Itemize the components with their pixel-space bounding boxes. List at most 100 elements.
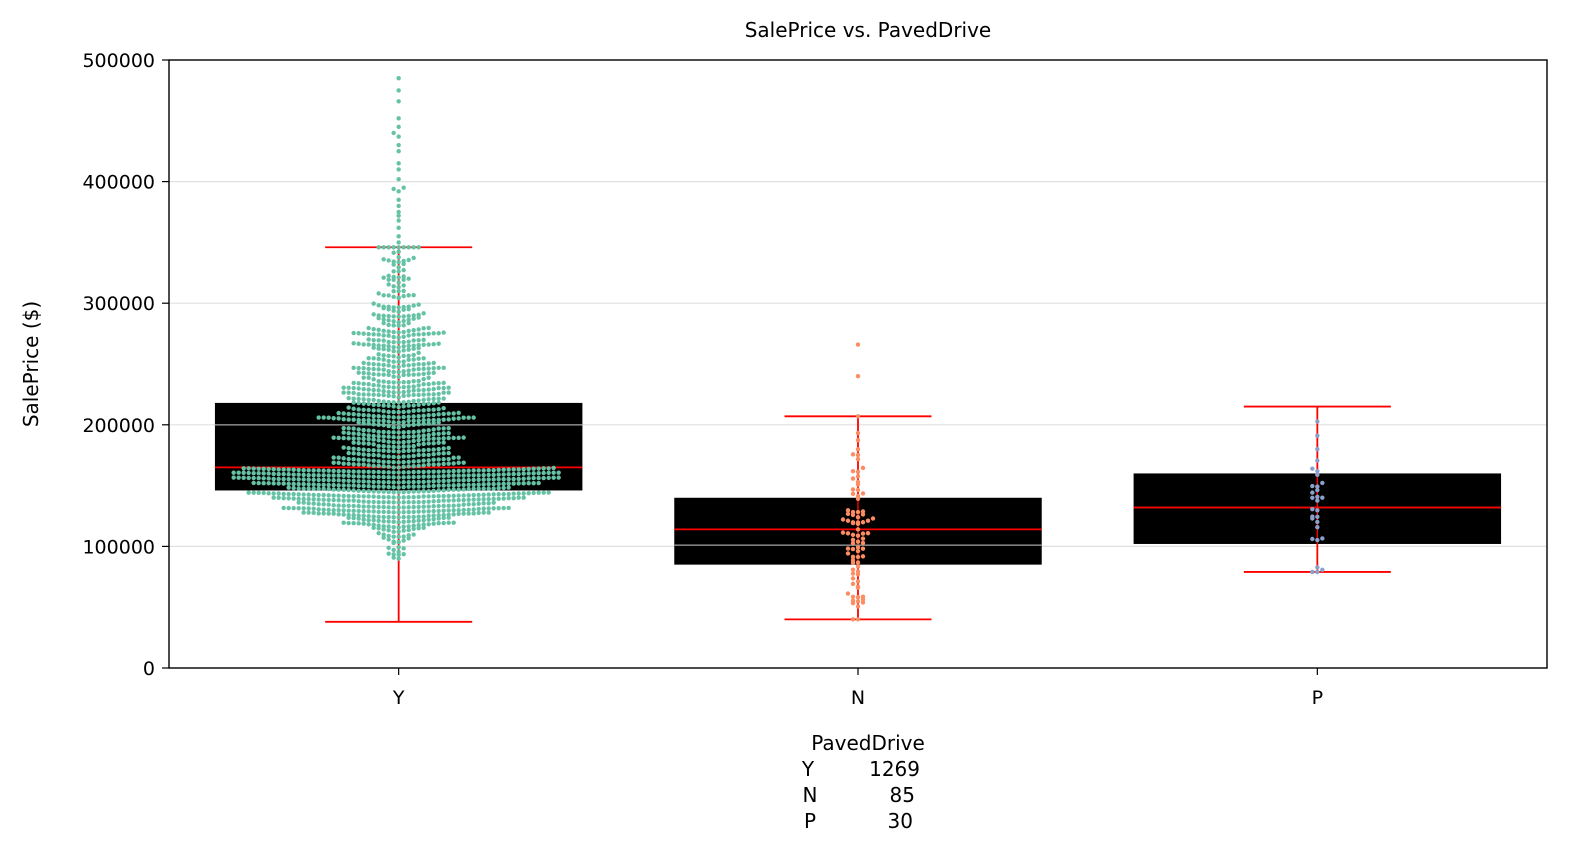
data-point [336,497,341,503]
data-point [401,459,406,465]
data-point [341,508,346,513]
data-point [406,393,411,398]
data-point [291,496,296,501]
data-point [381,532,386,537]
data-point [391,288,396,294]
data-point [351,396,356,401]
data-point [346,417,351,422]
data-point [401,470,406,475]
data-point [441,508,446,513]
data-point [316,486,321,491]
data-point [855,533,861,538]
data-point [401,505,406,510]
data-point [446,498,451,503]
data-point [326,493,331,498]
data-point [431,457,436,462]
data-point [371,479,376,485]
data-point [346,478,351,484]
data-point [416,448,421,453]
data-point [511,471,516,477]
data-point [376,313,381,318]
data-point [506,481,511,486]
data-point [361,499,366,504]
data-point [421,371,426,377]
data-point [401,454,406,459]
data-point [381,257,386,262]
data-point [376,453,381,458]
data-point [531,466,536,471]
data-point [411,328,416,333]
data-point [541,466,546,471]
data-point [486,496,491,502]
data-point [366,382,371,387]
data-point [306,510,311,515]
data-point [855,560,861,565]
data-point [441,478,446,484]
data-point [1310,483,1315,489]
data-point [386,479,391,485]
data-point [406,474,411,480]
data-point [376,346,381,351]
data-point [316,473,321,478]
data-point [396,534,401,539]
data-point [381,388,386,394]
data-point [381,469,386,475]
data-point [356,508,361,514]
data-point [860,509,866,514]
data-point [491,472,496,478]
data-point [296,472,301,477]
data-point [431,483,436,489]
data-point [855,456,861,462]
data-point [855,545,861,550]
data-point [431,452,436,457]
data-point [251,490,256,495]
data-point [391,470,396,475]
data-point [326,473,331,478]
data-point [436,381,441,386]
data-point [351,446,356,451]
data-point [855,520,861,525]
data-point [381,357,386,362]
data-point [396,470,401,475]
data-point [391,425,396,430]
data-point [356,431,361,437]
data-point [346,473,351,479]
data-point [376,367,381,372]
data-point [316,477,321,483]
data-point [436,516,441,521]
data-point [271,467,276,472]
data-point [396,385,401,390]
data-point [466,502,471,507]
data-point [281,471,286,477]
data-point [356,503,361,509]
data-point [391,490,396,495]
data-point [466,468,471,473]
data-point [391,348,396,354]
data-point [391,334,396,340]
data-point [1315,565,1320,570]
data-point [336,493,341,498]
data-point [371,387,376,393]
data-point [311,497,316,502]
data-point [506,505,511,511]
data-point [396,176,401,182]
data-point [521,495,526,500]
data-point [471,511,476,516]
x-tick-label: P [1312,687,1323,709]
data-point [526,490,531,496]
data-point [341,520,346,525]
data-point [256,466,261,471]
data-point [411,293,416,298]
data-point [426,452,431,458]
data-point [341,512,346,517]
data-point [321,468,326,473]
data-point [296,500,301,505]
data-point [371,489,376,494]
data-point [396,380,401,385]
data-point [381,484,386,489]
data-point [391,262,396,267]
data-point [476,506,481,512]
data-point [371,514,376,519]
data-point [406,339,411,344]
data-point [376,484,381,489]
